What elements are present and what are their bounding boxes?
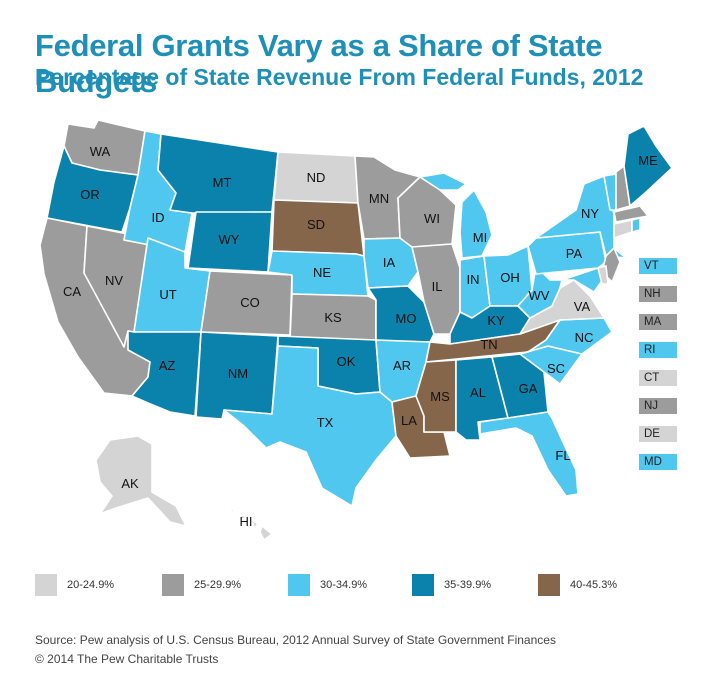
- legend-label: 30-34.9%: [320, 579, 368, 591]
- state-ak: [95, 435, 187, 527]
- state-label-mt: MT: [213, 175, 232, 190]
- state-fl: [479, 411, 579, 497]
- state-label-id: ID: [152, 210, 165, 225]
- state-label-ky: KY: [487, 313, 505, 328]
- state-label-mi: MI: [473, 230, 487, 245]
- state-label-mn: MN: [369, 191, 389, 206]
- state-me: [623, 125, 673, 207]
- ne-key-de: DE: [639, 426, 677, 442]
- state-mt: [157, 133, 279, 214]
- state-label-il: IL: [432, 279, 443, 294]
- state-label-wa: WA: [90, 144, 111, 159]
- state-label-ca: CA: [63, 284, 81, 299]
- state-label-ak: AK: [121, 476, 139, 491]
- state-ct: [613, 219, 633, 239]
- state-label-ny: NY: [581, 206, 599, 221]
- legend-label: 20-24.9%: [67, 579, 115, 591]
- legend-swatch: [162, 574, 184, 596]
- state-label-va: VA: [574, 299, 591, 314]
- legend-swatch: [288, 574, 310, 596]
- chart-subtitle: Percentage of State Revenue From Federal…: [35, 64, 644, 90]
- ne-key-nh: NH: [639, 286, 677, 302]
- state-label-ok: OK: [337, 354, 356, 369]
- legend-swatch: [35, 574, 57, 596]
- ne-key-ct: CT: [639, 370, 677, 386]
- state-label-oh: OH: [500, 270, 520, 285]
- ne-key-ma: MA: [639, 314, 677, 330]
- legend-swatch: [538, 574, 560, 596]
- state-label-wv: WV: [529, 288, 550, 303]
- state-label-hi: HI: [240, 514, 253, 529]
- state-label-wy: WY: [219, 232, 240, 247]
- state-label-sd: SD: [307, 217, 325, 232]
- state-de: [597, 265, 609, 285]
- ne-key-ri: RI: [639, 342, 677, 358]
- state-ri: [631, 217, 641, 233]
- state-label-pa: PA: [566, 246, 583, 261]
- state-label-in: IN: [467, 272, 480, 287]
- legend: 20-24.9% 25-29.9% 30-34.9% 35-39.9% 40-4…: [0, 574, 713, 598]
- state-label-wi: WI: [424, 211, 440, 226]
- chart-title: Federal Grants Vary as a Share of State …: [35, 28, 603, 99]
- ne-key-nj: NJ: [639, 398, 677, 414]
- state-label-or: OR: [80, 187, 100, 202]
- legend-swatch: [412, 574, 434, 596]
- ne-key-md: MD: [639, 454, 677, 470]
- state-label-me: ME: [638, 153, 658, 168]
- state-ga: [491, 353, 549, 419]
- state-label-nv: NV: [105, 273, 123, 288]
- state-label-az: AZ: [159, 358, 176, 373]
- state-label-sc: SC: [547, 361, 565, 376]
- legend-label: 40-45.3%: [570, 579, 618, 591]
- source-note: Source: Pew analysis of U.S. Census Bure…: [35, 633, 556, 647]
- state-label-ut: UT: [159, 287, 176, 302]
- state-label-nm: NM: [228, 366, 248, 381]
- copyright-note: © 2014 The Pew Charitable Trusts: [35, 652, 219, 666]
- state-mi: [419, 172, 493, 259]
- state-label-ga: GA: [519, 381, 538, 396]
- state-label-ks: KS: [324, 310, 342, 325]
- state-label-ms: MS: [430, 389, 450, 404]
- state-label-ar: AR: [393, 358, 411, 373]
- state-label-al: AL: [470, 385, 486, 400]
- state-tx: [223, 345, 397, 507]
- state-label-tn: TN: [480, 337, 497, 352]
- state-label-ia: IA: [383, 255, 396, 270]
- state-label-nc: NC: [575, 330, 594, 345]
- state-hi: [229, 507, 273, 541]
- state-nc: [519, 317, 613, 355]
- state-label-fl: FL: [555, 448, 570, 463]
- state-ma: [613, 205, 649, 223]
- state-label-tx: TX: [317, 415, 334, 430]
- state-label-la: LA: [401, 413, 417, 428]
- legend-label: 35-39.9%: [444, 579, 492, 591]
- state-label-mo: MO: [396, 311, 417, 326]
- ne-key-vt: VT: [639, 258, 677, 274]
- state-label-co: CO: [240, 295, 260, 310]
- state-md: [561, 267, 605, 293]
- state-label-nd: ND: [307, 170, 326, 185]
- state-label-ne: NE: [313, 265, 331, 280]
- legend-label: 25-29.9%: [194, 579, 242, 591]
